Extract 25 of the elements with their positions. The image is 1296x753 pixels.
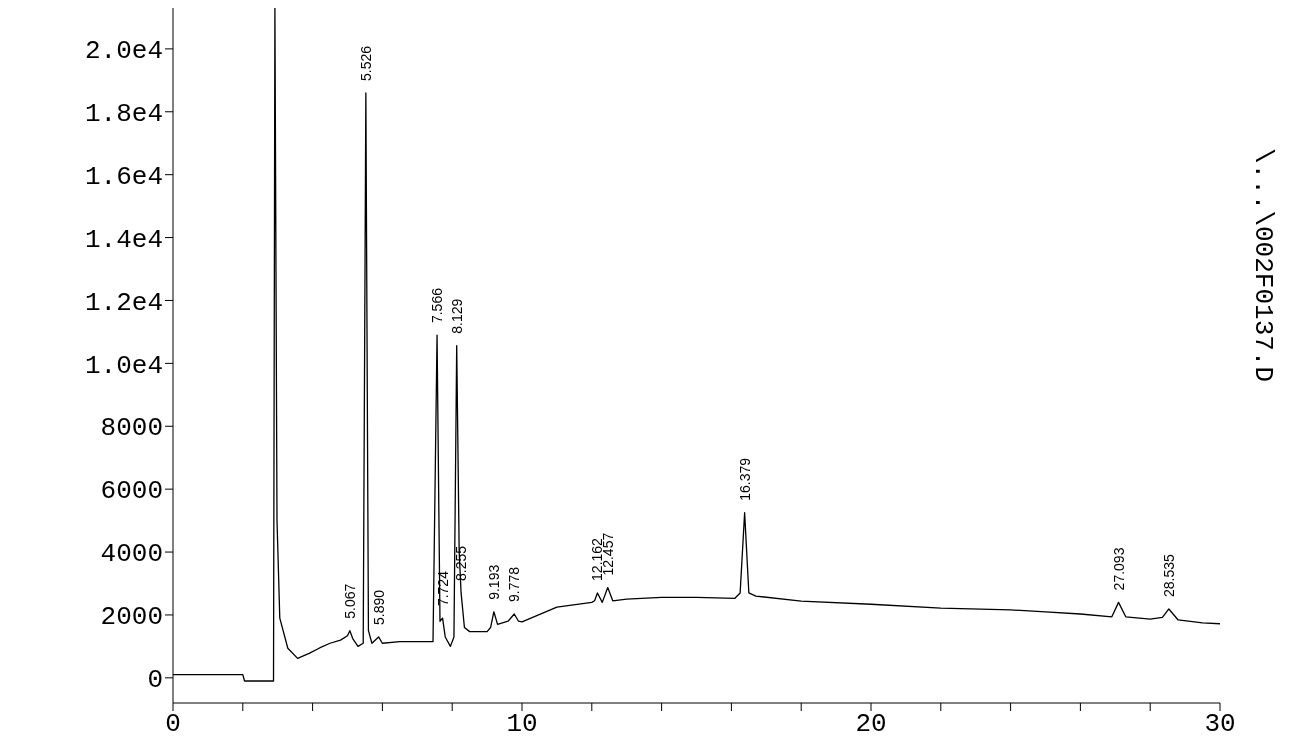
y-tick-label: 6000 [100,476,163,507]
annotation: 27.093 [1110,547,1127,591]
y-tick-label: 1.0e4 [84,350,163,381]
text: \...\002F0137.D [1248,148,1278,383]
annotation: 5.526 [357,45,374,81]
x-tick-label: 10 [506,709,538,740]
x-tick-label: 20 [855,709,887,740]
y-tick-label: 4000 [100,539,163,570]
annotation: 28.535 [1160,553,1177,597]
y-tick-label: 1.2e4 [84,287,163,318]
y-tick-label: 2.0e4 [84,36,163,67]
annotation: 9.778 [506,566,523,602]
annotation: 9.193 [485,564,502,600]
y-tick-label: 2000 [100,602,163,633]
y-tick-label: 1.6e4 [84,161,163,192]
annotation: 7.566 [429,287,446,324]
annotation: 5.067 [341,583,358,619]
x-tick-label: 30 [1204,709,1236,740]
y-tick-label: 0 [147,665,163,696]
y-tick-label: 1.4e4 [84,224,163,255]
annotation: 5.890 [370,589,387,625]
y-tick-label: 8000 [100,413,163,444]
y-tick-label: 1.8e4 [84,99,163,130]
annotation: 16.379 [736,457,753,501]
annotation: 8.129 [448,298,465,334]
